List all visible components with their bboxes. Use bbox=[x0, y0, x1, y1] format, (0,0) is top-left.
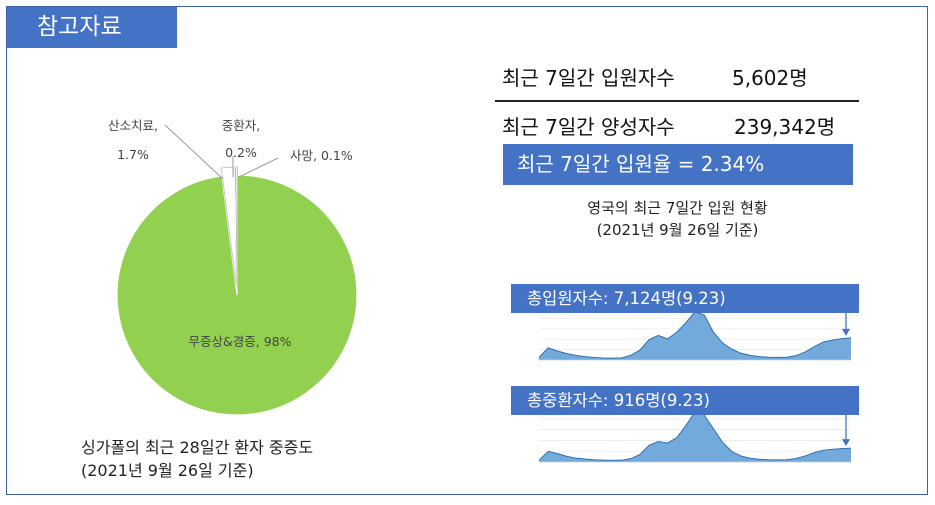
uk-admission-rate-banner: 최근 7일간 입원율 = 2.34% bbox=[503, 144, 853, 185]
slice-label-death: 사망, 0.1% bbox=[290, 148, 353, 163]
pie-slice-death-outline bbox=[235, 166, 238, 288]
death-leader-line bbox=[238, 157, 279, 178]
uk-admissions-row: 최근 7일간 입원자수 5,602명 bbox=[502, 62, 808, 91]
uk-positives-row: 최근 7일간 양성자수 239,342명 bbox=[502, 111, 835, 140]
slice-label-oxygen-name: 산소치료, bbox=[108, 118, 158, 133]
pie-slice-mild bbox=[116, 174, 358, 416]
critical-trend-area bbox=[539, 412, 851, 462]
slice-label-mild: 무증상&경증, 98% bbox=[189, 334, 292, 349]
uk-positives-label: 최근 7일간 양성자수 bbox=[502, 115, 675, 139]
slice-label-icu-pct: 0.2% bbox=[225, 145, 257, 160]
slice-label-oxygen-pct: 1.7% bbox=[117, 147, 149, 162]
uk-admissions-label: 최근 7일간 입원자수 bbox=[502, 66, 675, 90]
uk-admissions-value: 5,602명 bbox=[732, 66, 808, 90]
uk-positives-value: 239,342명 bbox=[734, 115, 836, 139]
hospital-trend-title: 총입원자수: 7,124명(9.23) bbox=[511, 284, 859, 313]
pie-caption-title: 싱가폴의 최근 28일간 환자 중증도 bbox=[81, 438, 314, 457]
oxygen-leader-line bbox=[164, 124, 224, 180]
critical-trend-pointer-arrowhead bbox=[842, 439, 850, 447]
uk-caption-title: 영국의 최근 7일간 입원 현황 bbox=[587, 199, 768, 217]
divider-line bbox=[495, 100, 859, 102]
uk-caption-date: (2021년 9월 26일 기준) bbox=[596, 221, 759, 239]
slice-label-icu-name: 중환자, bbox=[222, 118, 260, 133]
pie-caption-date: (2021년 9월 26일 기준) bbox=[81, 461, 254, 480]
section-title: 참고자료 bbox=[7, 7, 177, 48]
critical-trend-title: 총중환자수: 916명(9.23) bbox=[511, 386, 859, 415]
hospital-trend-pointer-arrowhead bbox=[842, 328, 850, 336]
slide-frame bbox=[6, 6, 928, 495]
hospital-trend-area bbox=[539, 311, 851, 360]
